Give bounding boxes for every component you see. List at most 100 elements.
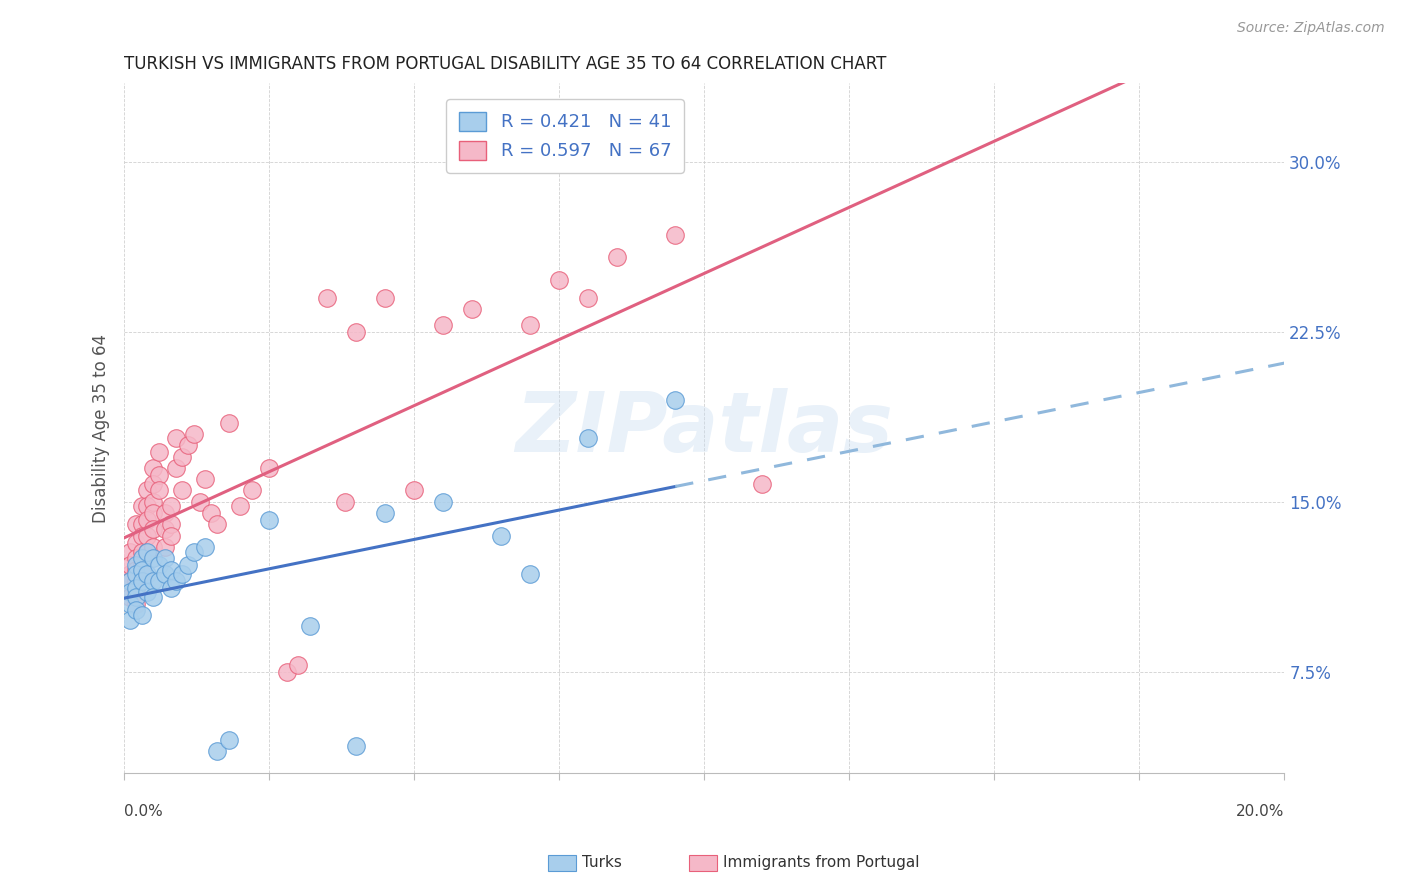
Point [172, 483, 194, 498]
Point [136, 544, 159, 558]
Point [148, 467, 170, 482]
Point [576, 432, 599, 446]
Point [183, 544, 205, 558]
Point [344, 739, 367, 754]
Point [148, 445, 170, 459]
Point [205, 517, 228, 532]
Point [125, 590, 148, 604]
Point [136, 483, 159, 498]
Point [118, 544, 141, 558]
Point [404, 483, 426, 498]
Point [188, 495, 211, 509]
Text: TURKISH VS IMMIGRANTS FROM PORTUGAL DISABILITY AGE 35 TO 64 CORRELATION CHART: TURKISH VS IMMIGRANTS FROM PORTUGAL DISA… [124, 55, 887, 73]
Point [374, 291, 396, 305]
Point [131, 567, 153, 582]
Point [316, 291, 339, 305]
Point [136, 529, 159, 543]
Point [153, 540, 176, 554]
Text: Source: ZipAtlas.com: Source: ZipAtlas.com [1237, 21, 1385, 35]
Point [131, 574, 153, 588]
Point [118, 585, 141, 599]
Point [142, 522, 165, 536]
Point [159, 517, 181, 532]
Point [153, 522, 176, 536]
Point [183, 426, 205, 441]
Point [165, 461, 187, 475]
Point [751, 476, 773, 491]
Point [118, 574, 141, 588]
Legend: R = 0.421   N = 41, R = 0.597   N = 67: R = 0.421 N = 41, R = 0.597 N = 67 [446, 99, 683, 173]
Point [131, 558, 153, 573]
Point [136, 513, 159, 527]
Y-axis label: Disability Age 35 to 64: Disability Age 35 to 64 [93, 334, 110, 523]
Point [240, 483, 263, 498]
Point [576, 291, 599, 305]
Point [125, 581, 148, 595]
Point [136, 567, 159, 582]
Point [218, 416, 240, 430]
Point [461, 302, 484, 317]
Point [344, 325, 367, 339]
Point [142, 476, 165, 491]
Point [664, 392, 686, 407]
Point [229, 500, 252, 514]
Point [148, 558, 170, 573]
Point [432, 495, 454, 509]
Point [172, 567, 194, 582]
Point [118, 613, 141, 627]
Point [125, 597, 148, 611]
Point [131, 551, 153, 566]
Point [131, 529, 153, 543]
Point [142, 495, 165, 509]
Point [257, 513, 280, 527]
Point [131, 500, 153, 514]
Point [194, 540, 217, 554]
Point [118, 590, 141, 604]
Point [118, 574, 141, 588]
Point [136, 585, 159, 599]
Point [131, 517, 153, 532]
Point [125, 551, 148, 566]
Point [519, 567, 541, 582]
Text: 20.0%: 20.0% [1236, 804, 1284, 819]
Point [159, 500, 181, 514]
Point [606, 250, 628, 264]
Point [148, 574, 170, 588]
Point [118, 567, 141, 582]
Point [491, 529, 513, 543]
Point [142, 540, 165, 554]
Point [165, 432, 187, 446]
Point [194, 472, 217, 486]
Point [664, 227, 686, 242]
Point [125, 535, 148, 549]
Point [159, 581, 181, 595]
Point [131, 607, 153, 622]
Point [257, 461, 280, 475]
Point [172, 450, 194, 464]
Point [333, 495, 356, 509]
Point [118, 597, 141, 611]
Point [142, 590, 165, 604]
Point [159, 529, 181, 543]
Point [205, 744, 228, 758]
Point [125, 517, 148, 532]
Point [432, 318, 454, 333]
Text: Turks: Turks [582, 855, 621, 870]
Text: Immigrants from Portugal: Immigrants from Portugal [723, 855, 920, 870]
Point [153, 506, 176, 520]
Point [298, 619, 321, 633]
Text: ZIPatlas: ZIPatlas [516, 388, 893, 469]
Text: 0.0%: 0.0% [124, 804, 163, 819]
Point [125, 603, 148, 617]
Point [131, 563, 153, 577]
Point [118, 558, 141, 573]
Point [548, 273, 571, 287]
Point [142, 506, 165, 520]
Point [177, 558, 200, 573]
Point [153, 551, 176, 566]
Point [136, 500, 159, 514]
Point [142, 461, 165, 475]
Point [287, 657, 309, 672]
Point [374, 506, 396, 520]
Point [165, 574, 187, 588]
